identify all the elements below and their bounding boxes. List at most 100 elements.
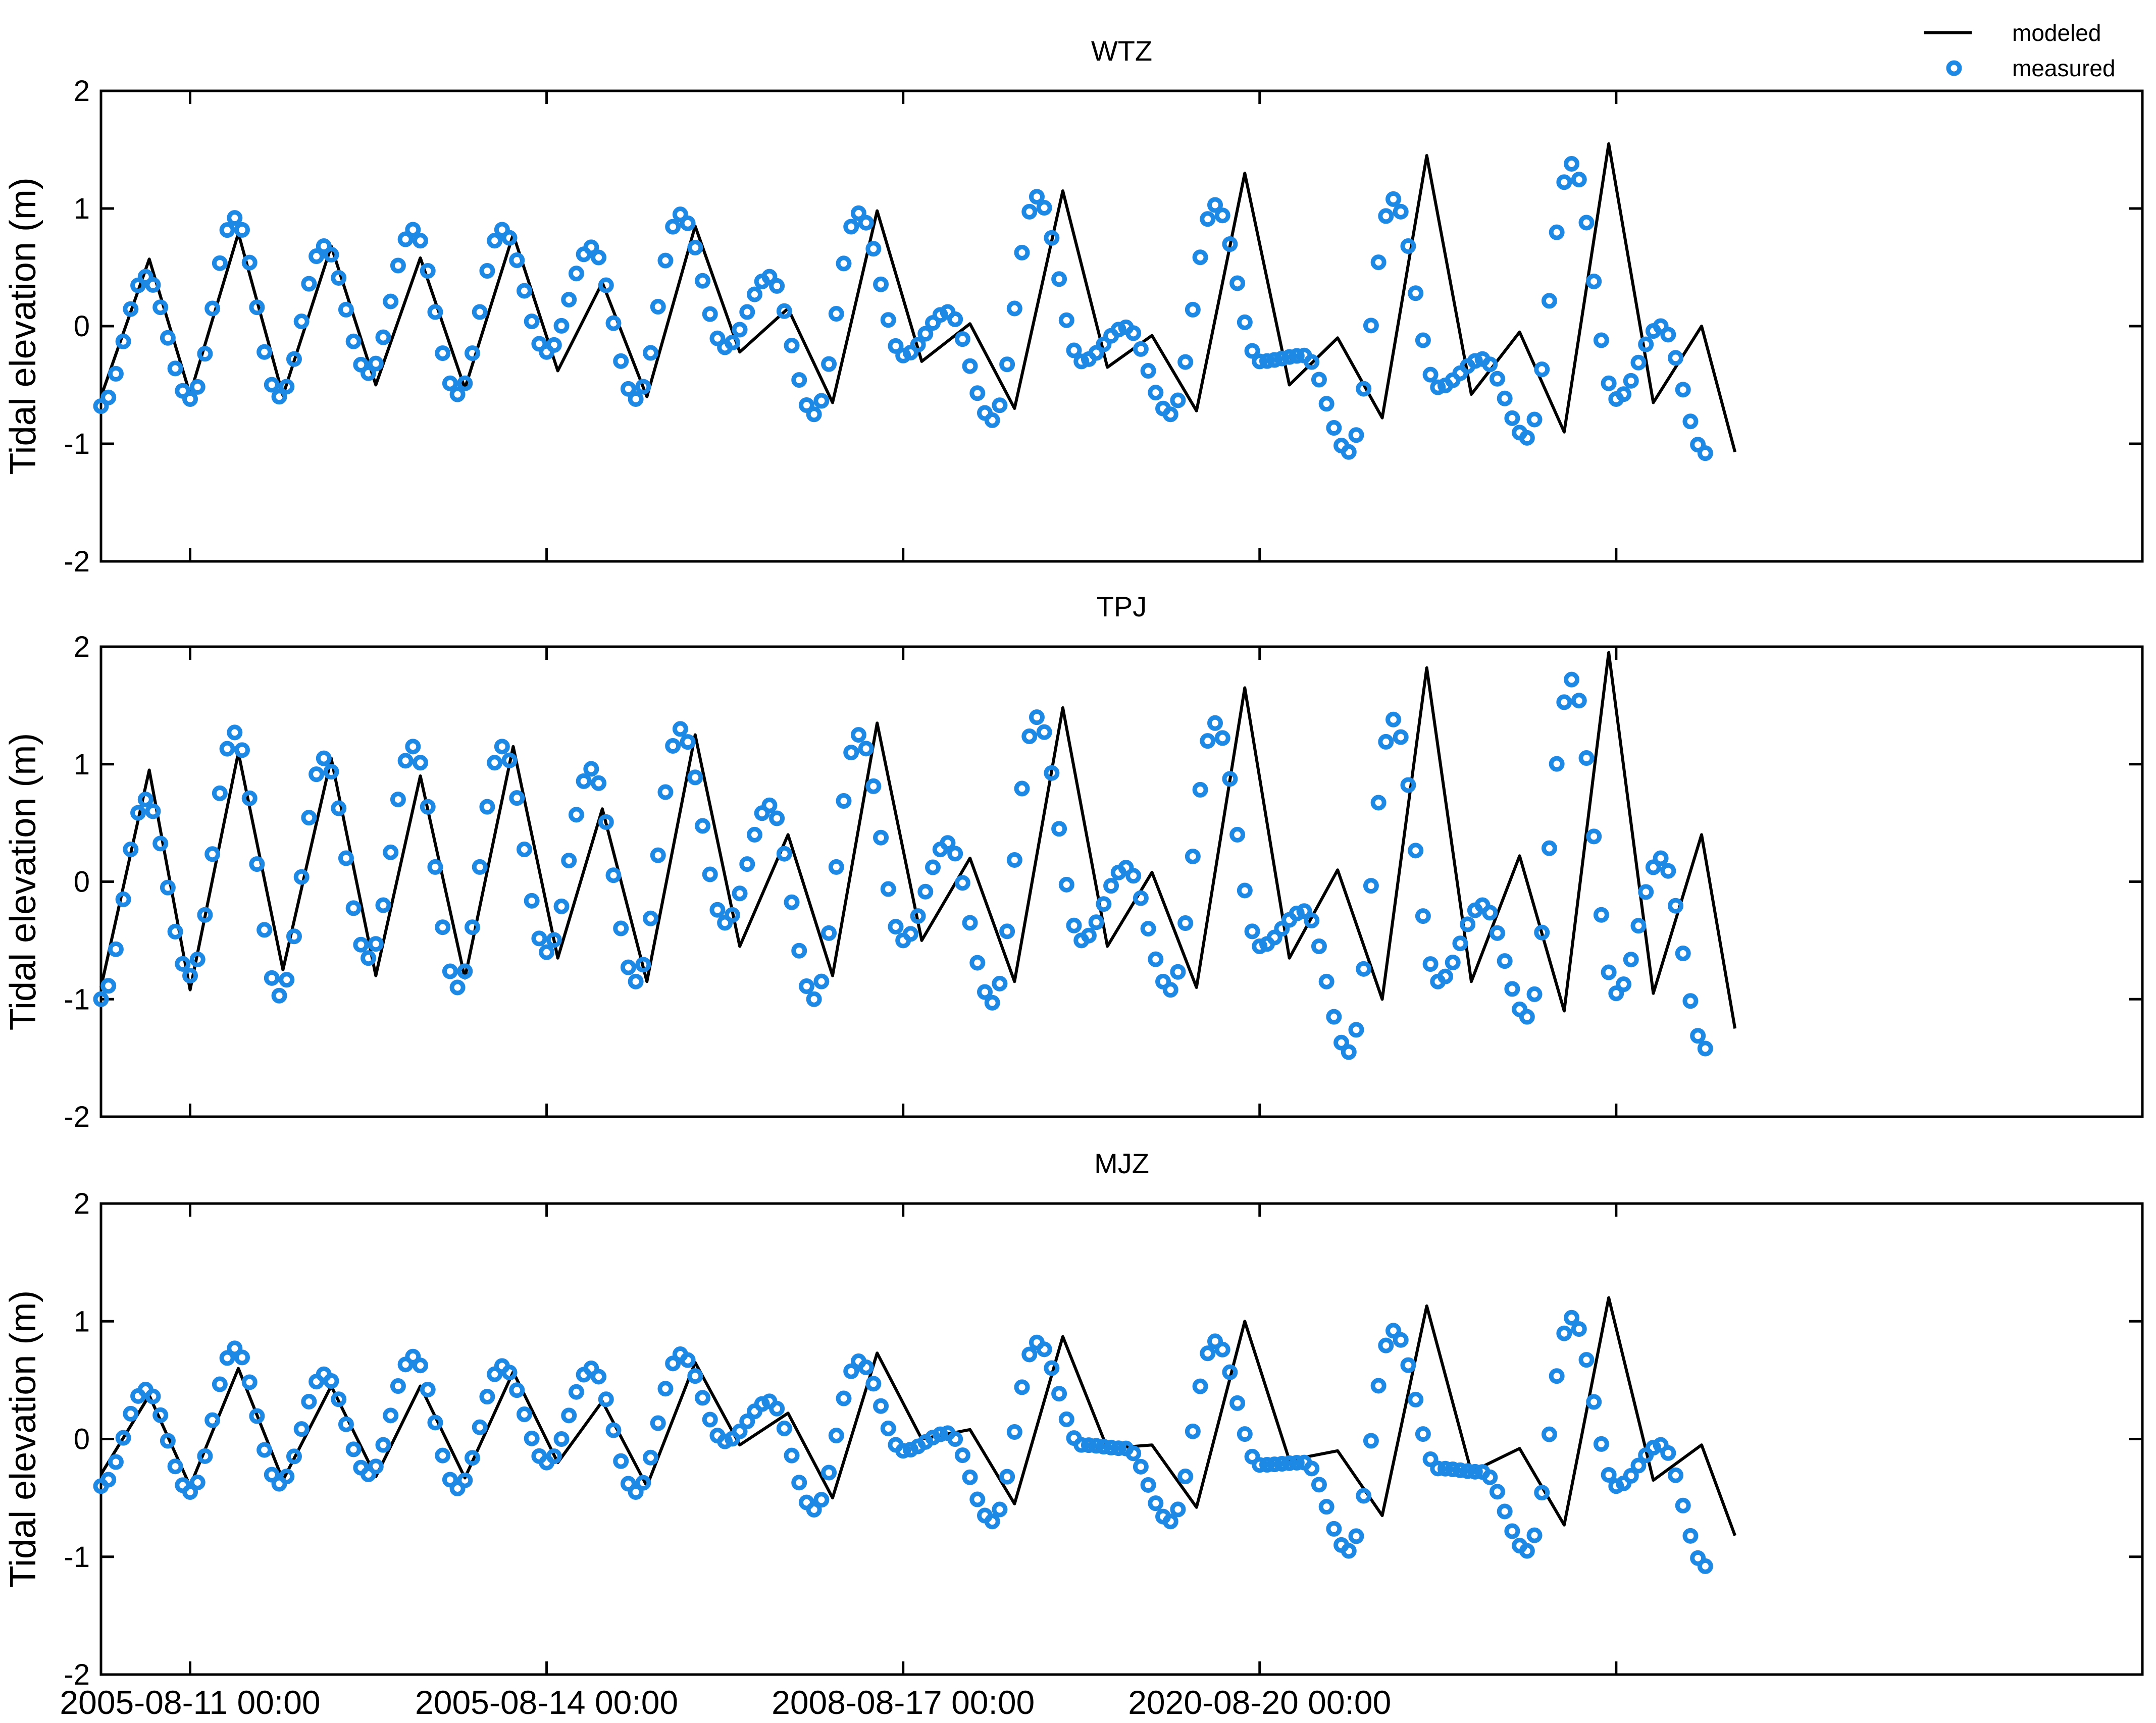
measured-point — [888, 919, 904, 935]
measured-point — [249, 299, 265, 316]
measured-point — [465, 919, 480, 935]
measured-point — [687, 769, 703, 786]
measured-point — [1051, 1386, 1067, 1402]
measured-point — [695, 1390, 711, 1406]
modeled-series-line — [99, 142, 1737, 453]
measured-point — [1281, 349, 1298, 365]
measured-point — [561, 1407, 577, 1424]
measured-point — [732, 322, 748, 338]
measured-point — [717, 1433, 733, 1449]
measured-point — [316, 750, 332, 766]
measured-point — [1259, 353, 1275, 369]
measured-point — [160, 1433, 176, 1449]
measured-point — [1497, 953, 1513, 969]
measured-point — [1044, 230, 1060, 246]
measured-point — [724, 335, 740, 351]
measured-point — [501, 1365, 518, 1381]
measured-point — [969, 385, 986, 401]
measured-point — [813, 1492, 830, 1508]
measured-point — [1036, 200, 1052, 216]
measured-point — [1066, 342, 1082, 358]
measured-point — [1393, 729, 1409, 745]
measured-point — [108, 941, 124, 957]
y-axis-label: Tidal elevation (m) — [3, 177, 43, 475]
y-tick-label: 2 — [74, 75, 90, 108]
measured-point — [1326, 1009, 1342, 1025]
measured-point — [1467, 1464, 1483, 1480]
measured-point — [182, 391, 198, 407]
measured-point — [850, 205, 866, 221]
measured-point — [1177, 915, 1194, 931]
measured-point — [1438, 1460, 1454, 1477]
measured-point — [1266, 1456, 1282, 1473]
measured-point — [1526, 1527, 1543, 1543]
measured-point — [182, 1484, 198, 1500]
measured-point — [613, 920, 629, 936]
measured-point — [605, 867, 622, 883]
measured-point — [93, 991, 109, 1007]
measured-point — [1556, 694, 1572, 710]
measured-point — [457, 1472, 473, 1488]
measured-point — [1682, 993, 1699, 1009]
measured-point — [219, 741, 235, 757]
measured-point — [1422, 1451, 1439, 1468]
measured-point — [301, 1393, 317, 1409]
measured-point — [628, 391, 644, 407]
y-tick-label: -1 — [64, 1541, 90, 1574]
measured-point — [1408, 285, 1424, 301]
measured-point — [657, 1381, 674, 1397]
measured-point — [1601, 1467, 1617, 1483]
measured-point — [858, 215, 874, 231]
measured-point — [947, 1431, 963, 1447]
measured-point — [1021, 203, 1038, 220]
measured-point — [1318, 396, 1334, 412]
measured-point — [769, 1400, 785, 1417]
measured-point — [635, 957, 651, 973]
measured-point — [442, 375, 458, 391]
measured-point — [301, 276, 317, 292]
measured-point — [479, 1389, 495, 1405]
measured-point — [427, 859, 443, 875]
measured-point — [784, 894, 800, 910]
measured-point — [954, 875, 970, 891]
measured-point — [286, 351, 302, 367]
measured-point — [1422, 956, 1439, 972]
measured-point — [1452, 1462, 1468, 1478]
measured-point — [724, 907, 740, 923]
measured-point — [1229, 1395, 1246, 1411]
measured-point — [115, 333, 131, 349]
measured-point — [234, 222, 250, 238]
measured-point — [279, 1469, 295, 1485]
measured-point — [293, 1421, 310, 1437]
measured-point — [271, 389, 287, 405]
y-tick-label: -2 — [64, 1101, 90, 1133]
measured-point — [152, 299, 169, 316]
measured-point — [598, 277, 614, 293]
measured-point — [702, 1412, 718, 1428]
measured-point — [249, 856, 265, 872]
measured-point — [1504, 1523, 1520, 1539]
x-tick-label: 2005-08-11 00:00 — [60, 1684, 320, 1721]
measured-point — [1304, 354, 1320, 370]
measured-point — [375, 897, 391, 913]
measured-point — [984, 412, 1000, 428]
measured-point — [457, 963, 473, 979]
measured-point — [1200, 733, 1216, 749]
measured-point — [1675, 382, 1691, 398]
measured-point — [1118, 860, 1134, 876]
measured-point — [293, 869, 310, 885]
measured-point — [323, 246, 339, 263]
measured-point — [1385, 711, 1402, 727]
measured-point — [256, 344, 273, 360]
measured-point — [301, 810, 317, 826]
measured-point — [1274, 1455, 1290, 1472]
measured-point — [1348, 1022, 1364, 1038]
measured-point — [1356, 1488, 1372, 1504]
measured-point — [984, 1513, 1000, 1530]
measured-point — [1668, 1467, 1684, 1483]
measured-point — [672, 206, 688, 223]
measured-point — [1162, 406, 1178, 423]
measured-point — [583, 761, 599, 777]
measured-point — [1133, 341, 1149, 357]
measured-point — [836, 793, 852, 809]
